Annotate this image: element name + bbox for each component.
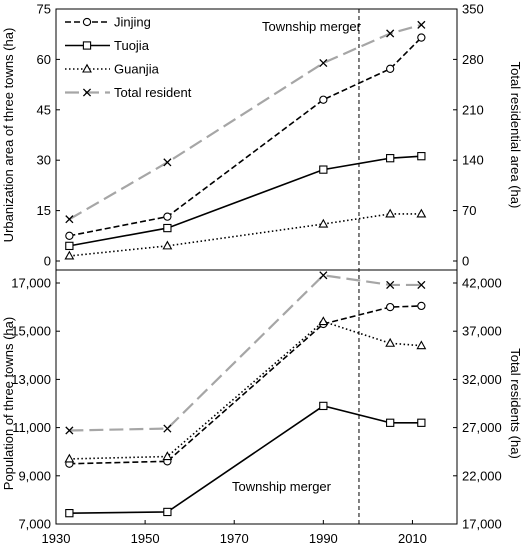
x-tick-label: 1950 [131, 531, 160, 546]
series-line-total-resident [68, 23, 422, 221]
data-point [319, 401, 328, 411]
data-point [162, 240, 173, 250]
data-point [386, 154, 395, 163]
y-tick-label: 9,000 [18, 468, 51, 483]
y2-tick-label: 22,000 [462, 468, 502, 483]
y-tick-label: 15 [37, 203, 51, 218]
y-tick-label: 0 [44, 254, 51, 269]
y2-tick-label: 0 [462, 254, 469, 269]
y2-tick-label: 70 [462, 203, 476, 218]
data-point [163, 223, 172, 233]
data-point [385, 337, 396, 347]
data-point [385, 208, 396, 218]
y2-tick-label: 37,000 [462, 324, 502, 339]
y-tick-label: 13,000 [11, 372, 51, 387]
y2-axis-label: Total residents (ha) [508, 348, 521, 459]
legend-marker-circle [82, 17, 92, 27]
y-tick-label: 7,000 [18, 517, 51, 532]
data-point [386, 64, 395, 73]
y2-tick-label: 42,000 [462, 276, 502, 291]
data-point [417, 301, 426, 311]
y-tick-label: 30 [37, 153, 51, 168]
y-axis-label: Population of three towns (ha) [1, 317, 16, 490]
data-point [65, 231, 74, 240]
data-point [417, 20, 426, 29]
legend-marker-triangle [82, 63, 92, 73]
data-point [417, 33, 426, 42]
data-point [162, 451, 173, 461]
data-point [417, 152, 426, 161]
data-point [65, 426, 74, 435]
y-tick-label: 60 [37, 52, 51, 67]
series-line-tuojia [69, 405, 422, 514]
legend-label: Tuojia [114, 38, 150, 53]
data-point [65, 509, 74, 518]
x-tick-label: 1990 [309, 531, 338, 546]
data-point [65, 215, 74, 224]
data-point [319, 165, 328, 174]
legend-label: Guanjia [114, 62, 160, 77]
data-point [386, 280, 395, 289]
data-point [163, 424, 172, 433]
data-point [163, 507, 172, 517]
data-point [416, 340, 427, 350]
x-tick-label: 1930 [42, 531, 71, 546]
series-line-total-resident [69, 274, 422, 432]
series-line-jinjing [69, 305, 422, 465]
series-line-tuojia [69, 155, 422, 247]
data-point [163, 158, 172, 167]
data-point [417, 280, 426, 289]
annotation-township-merger: Township merger [232, 479, 332, 494]
legend-label: Jinjing [114, 15, 151, 30]
bottom-panel: 7,000 9,000 11,000 13,000 15,000 17,000 17,000… [1, 271, 521, 532]
data-point [319, 58, 328, 68]
y2-tick-label: 27,000 [462, 420, 502, 435]
legend: Jinjing Tuojia Guanjia Total resident [65, 15, 192, 100]
data-point [416, 208, 427, 218]
data-point [318, 218, 329, 228]
data-point [386, 29, 395, 38]
data-point [64, 250, 75, 260]
y-tick-label: 11,000 [12, 420, 51, 435]
data-point [417, 418, 426, 427]
x-tick-label: 2010 [398, 531, 427, 546]
y-axis-label: Urbanization area of three towns (ha) [1, 28, 16, 243]
annotation-township-merger: Township merger [262, 19, 362, 34]
data-point [318, 316, 329, 326]
data-point [319, 95, 328, 104]
x-tick-label: 1970 [220, 531, 249, 546]
legend-marker-x [82, 88, 92, 97]
series-line-jinjing [69, 36, 422, 237]
data-point [386, 418, 395, 427]
series-line-guanjia [69, 320, 422, 460]
y2-axis-label: Total residential area (ha) [508, 62, 521, 209]
data-point [64, 453, 75, 463]
legend-marker-square [82, 41, 92, 50]
data-point [163, 212, 172, 221]
top-panel: 0 15 30 45 60 75 0 70 140 210 280 350 Urbanization a… [1, 2, 521, 269]
data-point [65, 241, 74, 251]
data-point [319, 271, 328, 280]
series-line-guanjia [69, 213, 422, 257]
y2-tick-label: 140 [462, 153, 484, 168]
y2-tick-label: 17,000 [462, 517, 502, 532]
plot-frame [55, 8, 458, 525]
y2-tick-label: 210 [462, 102, 484, 117]
y2-tick-label: 32,000 [462, 372, 502, 387]
legend-label: Total resident [114, 85, 192, 100]
y2-tick-label: 350 [462, 2, 484, 17]
y2-tick-label: 280 [462, 52, 484, 67]
y-tick-label: 75 [37, 2, 51, 17]
y-tick-label: 17,000 [11, 276, 51, 291]
y-tick-label: 45 [37, 102, 51, 117]
data-point [386, 302, 395, 312]
x-axis: 1930 1950 1970 1990 2010 [42, 520, 427, 546]
y-tick-label: 15,000 [11, 324, 51, 339]
